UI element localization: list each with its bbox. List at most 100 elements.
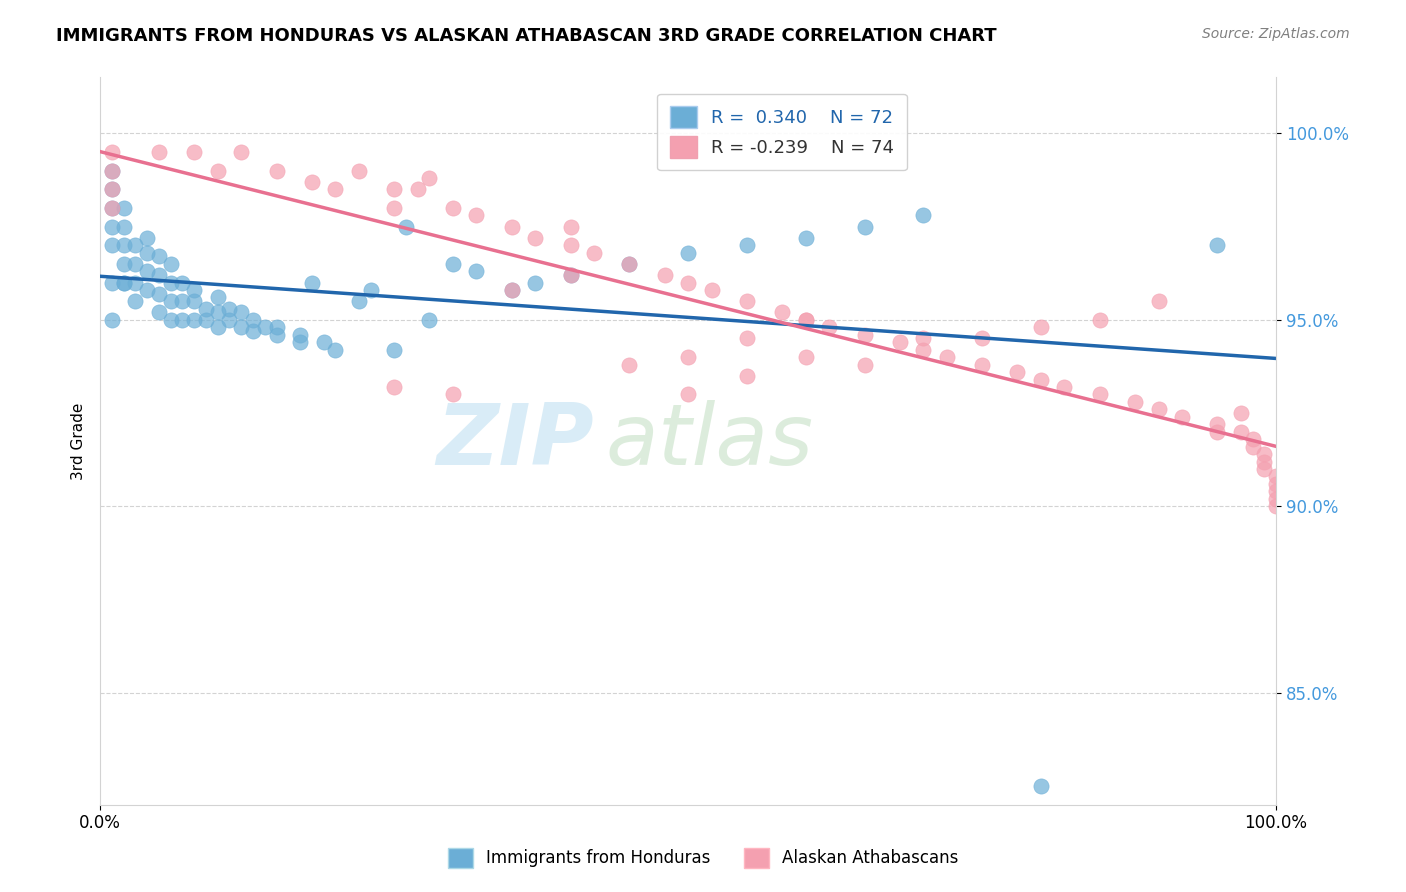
Point — [183, 313, 205, 327]
Point — [288, 327, 311, 342]
Point — [735, 331, 758, 345]
Point — [382, 201, 405, 215]
Point — [136, 283, 159, 297]
Point — [1253, 454, 1275, 468]
Point — [1265, 484, 1288, 499]
Point — [1253, 462, 1275, 476]
Point — [524, 231, 547, 245]
Point — [347, 163, 370, 178]
Point — [231, 305, 253, 319]
Point — [148, 250, 170, 264]
Point — [1029, 320, 1052, 334]
Point — [323, 343, 346, 357]
Point — [619, 358, 641, 372]
Point — [101, 238, 124, 252]
Point — [560, 268, 582, 282]
Point — [441, 387, 464, 401]
Point — [124, 238, 146, 252]
Point — [676, 387, 699, 401]
Point — [194, 313, 217, 327]
Point — [1206, 417, 1229, 432]
Text: IMMIGRANTS FROM HONDURAS VS ALASKAN ATHABASCAN 3RD GRADE CORRELATION CHART: IMMIGRANTS FROM HONDURAS VS ALASKAN ATHA… — [56, 27, 997, 45]
Point — [465, 209, 488, 223]
Point — [112, 238, 135, 252]
Point — [853, 358, 876, 372]
Point — [183, 294, 205, 309]
Point — [194, 301, 217, 316]
Point — [1007, 365, 1029, 379]
Point — [124, 257, 146, 271]
Point — [418, 171, 440, 186]
Point — [735, 238, 758, 252]
Point — [266, 320, 288, 334]
Point — [560, 238, 582, 252]
Point — [253, 320, 276, 334]
Point — [183, 145, 205, 159]
Point — [1147, 294, 1170, 309]
Point — [301, 276, 323, 290]
Point — [735, 294, 758, 309]
Point — [112, 276, 135, 290]
Point — [524, 276, 547, 290]
Point — [148, 268, 170, 282]
Point — [794, 313, 817, 327]
Legend: Immigrants from Honduras, Alaskan Athabascans: Immigrants from Honduras, Alaskan Athaba… — [441, 841, 965, 875]
Point — [112, 201, 135, 215]
Point — [159, 313, 181, 327]
Point — [1088, 387, 1111, 401]
Point — [207, 305, 229, 319]
Point — [619, 257, 641, 271]
Point — [560, 219, 582, 234]
Point — [148, 286, 170, 301]
Point — [1265, 477, 1288, 491]
Point — [101, 182, 124, 196]
Point — [101, 201, 124, 215]
Point — [112, 219, 135, 234]
Point — [172, 313, 194, 327]
Point — [1253, 447, 1275, 461]
Point — [1241, 440, 1264, 454]
Point — [794, 231, 817, 245]
Point — [1088, 313, 1111, 327]
Point — [583, 245, 606, 260]
Point — [172, 294, 194, 309]
Point — [1230, 425, 1253, 439]
Point — [853, 219, 876, 234]
Point — [382, 182, 405, 196]
Point — [676, 245, 699, 260]
Point — [207, 290, 229, 304]
Point — [136, 231, 159, 245]
Point — [1029, 779, 1052, 793]
Point — [972, 331, 994, 345]
Point — [654, 268, 676, 282]
Point — [231, 320, 253, 334]
Point — [818, 320, 841, 334]
Text: ZIP: ZIP — [436, 400, 595, 483]
Point — [1230, 406, 1253, 420]
Point — [441, 257, 464, 271]
Point — [101, 182, 124, 196]
Point — [676, 350, 699, 364]
Point — [889, 335, 911, 350]
Text: Source: ZipAtlas.com: Source: ZipAtlas.com — [1202, 27, 1350, 41]
Y-axis label: 3rd Grade: 3rd Grade — [72, 402, 86, 480]
Point — [266, 327, 288, 342]
Point — [112, 276, 135, 290]
Point — [382, 380, 405, 394]
Point — [465, 264, 488, 278]
Point — [172, 276, 194, 290]
Point — [218, 301, 240, 316]
Point — [1241, 432, 1264, 446]
Point — [395, 219, 418, 234]
Point — [560, 268, 582, 282]
Point — [1265, 491, 1288, 506]
Point — [101, 219, 124, 234]
Point — [619, 257, 641, 271]
Point — [1123, 395, 1146, 409]
Point — [700, 283, 723, 297]
Point — [231, 145, 253, 159]
Text: atlas: atlas — [606, 400, 814, 483]
Point — [382, 343, 405, 357]
Point — [124, 294, 146, 309]
Point — [794, 313, 817, 327]
